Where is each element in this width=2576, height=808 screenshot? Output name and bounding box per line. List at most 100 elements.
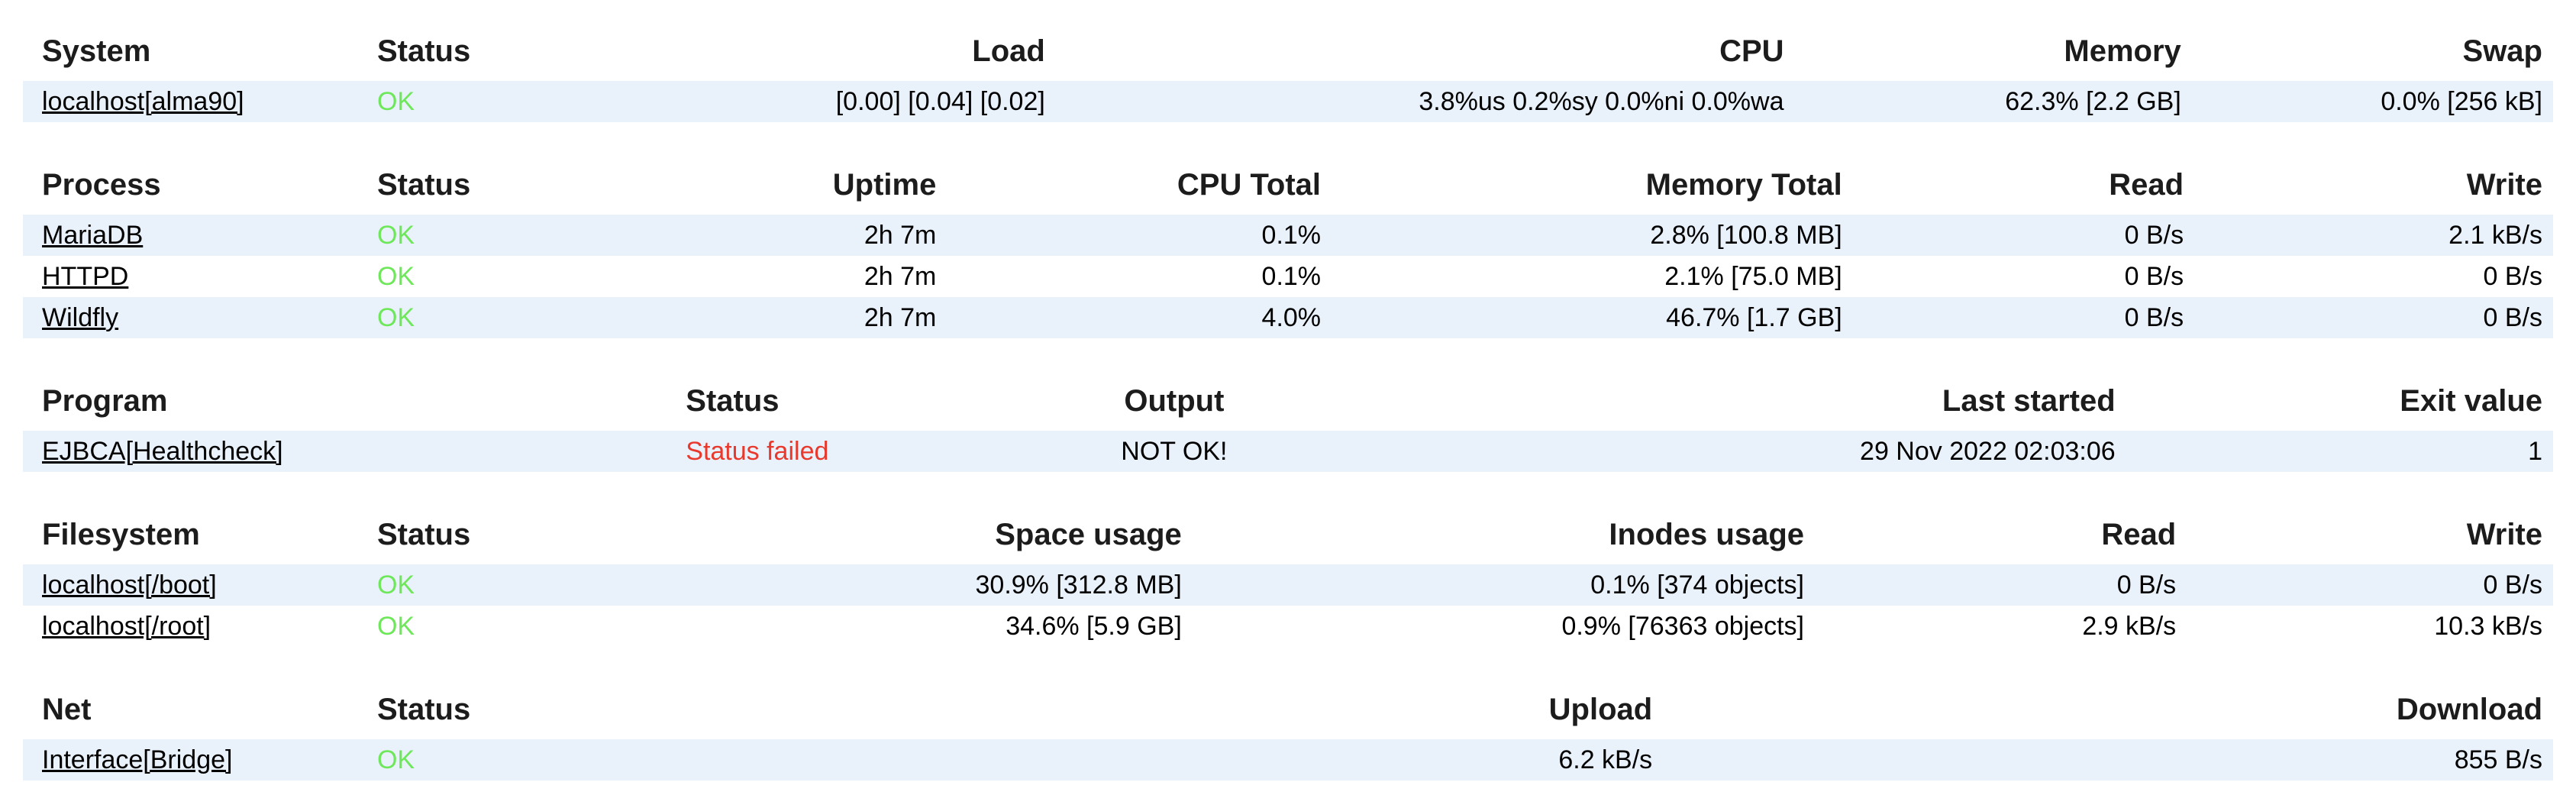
net-header-row: Net Status Upload Download <box>23 693 2553 739</box>
net-table: Net Status Upload Download Interface[Bri… <box>23 693 2553 781</box>
col-header-cpu: CPU <box>1719 34 1784 68</box>
col-header-cpu-total: CPU Total <box>1177 168 1322 202</box>
table-row: Wildfly OK 2h 7m 4.0% 46.7% [1.7 GB] 0 B… <box>23 297 2553 338</box>
status-badge: OK <box>376 220 415 250</box>
space-usage-value: 30.9% [312.8 MB] <box>975 570 1182 600</box>
service-link-interface-bridge[interactable]: Interface[Bridge] <box>42 745 233 774</box>
process-header-row: Process Status Uptime CPU Total Memory T… <box>23 168 2553 215</box>
col-header-output: Output <box>1124 384 1225 418</box>
col-header-memory: Memory <box>2064 34 2181 68</box>
cpu-total-value: 4.0% <box>1261 302 1322 332</box>
read-value: 0 B/s <box>2124 302 2184 332</box>
table-row: MariaDB OK 2h 7m 0.1% 2.8% [100.8 MB] 0 … <box>23 215 2553 256</box>
status-badge: OK <box>376 611 415 641</box>
net-table-section: Net Status Upload Download Interface[Bri… <box>23 693 2553 781</box>
cpu-total-value: 0.1% <box>1261 261 1322 291</box>
uptime-value: 2h 7m <box>864 261 937 291</box>
service-link-localhost-root[interactable]: localhost[/root] <box>42 611 211 641</box>
process-table: Process Status Uptime CPU Total Memory T… <box>23 168 2553 338</box>
space-usage-value: 34.6% [5.9 GB] <box>1006 611 1182 641</box>
cpu-value: 3.8%us 0.2%sy 0.0%ni 0.0%wa <box>1419 86 1784 116</box>
col-header-space-usage: Space usage <box>995 518 1182 551</box>
program-table: Program Status Output Last started Exit … <box>23 384 2553 472</box>
table-row: EJBCA[Healthcheck] Status failed NOT OK!… <box>23 431 2553 472</box>
program-header-row: Program Status Output Last started Exit … <box>23 384 2553 431</box>
col-header-write: Write <box>2466 518 2542 551</box>
write-value: 2.1 kB/s <box>2448 220 2542 250</box>
table-row: localhost[/boot] OK 30.9% [312.8 MB] 0.1… <box>23 564 2553 606</box>
col-header-read: Read <box>2109 168 2184 202</box>
status-badge: OK <box>376 86 415 116</box>
upload-value: 6.2 kB/s <box>1558 745 1653 774</box>
write-value: 0 B/s <box>2483 302 2542 332</box>
output-value: NOT OK! <box>1121 436 1228 466</box>
table-row: Interface[Bridge] OK 6.2 kB/s 855 B/s <box>23 739 2553 781</box>
col-header-system: System <box>42 34 151 68</box>
program-table-section: Program Status Output Last started Exit … <box>23 384 2553 472</box>
table-row: localhost[alma90] OK [0.00] [0.04] [0.02… <box>23 81 2553 122</box>
filesystem-header-row: Filesystem Status Space usage Inodes usa… <box>23 518 2553 564</box>
swap-value: 0.0% [256 kB] <box>2381 86 2542 116</box>
write-value: 0 B/s <box>2483 261 2542 291</box>
last-started-value: 29 Nov 2022 02:03:06 <box>1860 436 2116 466</box>
write-value: 10.3 kB/s <box>2434 611 2542 641</box>
col-header-memory-total: Memory Total <box>1645 168 1842 202</box>
monit-status-page: System Status Load CPU Memory Swap local… <box>23 34 2553 781</box>
write-value: 0 B/s <box>2483 570 2542 600</box>
memory-value: 62.3% [2.2 GB] <box>2005 86 2181 116</box>
exit-value: 1 <box>2528 436 2542 466</box>
col-header-program: Program <box>42 384 168 418</box>
col-header-read: Read <box>2101 518 2177 551</box>
col-header-status: Status <box>376 34 471 68</box>
service-link-httpd[interactable]: HTTPD <box>42 261 129 291</box>
table-row: HTTPD OK 2h 7m 0.1% 2.1% [75.0 MB] 0 B/s… <box>23 256 2553 297</box>
process-table-section: Process Status Uptime CPU Total Memory T… <box>23 168 2553 338</box>
col-header-status: Status <box>686 384 780 418</box>
service-link-localhost-boot[interactable]: localhost[/boot] <box>42 570 217 600</box>
col-header-swap: Swap <box>2462 34 2542 68</box>
read-value: 0 B/s <box>2124 220 2184 250</box>
inodes-usage-value: 0.1% [374 objects] <box>1590 570 1805 600</box>
filesystem-table: Filesystem Status Space usage Inodes usa… <box>23 518 2553 647</box>
system-table: System Status Load CPU Memory Swap local… <box>23 34 2553 122</box>
memory-total-value: 2.8% [100.8 MB] <box>1650 220 1842 250</box>
cpu-total-value: 0.1% <box>1261 220 1322 250</box>
download-value: 855 B/s <box>2454 745 2542 774</box>
service-link-wildfly[interactable]: Wildfly <box>42 302 119 332</box>
col-header-filesystem: Filesystem <box>42 518 200 551</box>
status-badge: OK <box>376 570 415 600</box>
uptime-value: 2h 7m <box>864 220 937 250</box>
load-value: [0.00] [0.04] [0.02] <box>835 86 1045 116</box>
read-value: 2.9 kB/s <box>2082 611 2177 641</box>
col-header-status: Status <box>376 168 471 202</box>
service-link-ejbca-healthcheck[interactable]: EJBCA[Healthcheck] <box>42 436 283 466</box>
read-value: 0 B/s <box>2124 261 2184 291</box>
system-table-section: System Status Load CPU Memory Swap local… <box>23 34 2553 122</box>
status-badge: OK <box>376 302 415 332</box>
col-header-exit-value: Exit value <box>2400 384 2542 418</box>
status-badge: OK <box>376 745 415 774</box>
service-link-mariadb[interactable]: MariaDB <box>42 220 144 250</box>
service-link-localhost-alma90[interactable]: localhost[alma90] <box>42 86 244 116</box>
col-header-status: Status <box>376 518 471 551</box>
read-value: 0 B/s <box>2116 570 2177 600</box>
table-row: localhost[/root] OK 34.6% [5.9 GB] 0.9% … <box>23 606 2553 647</box>
filesystem-table-section: Filesystem Status Space usage Inodes usa… <box>23 518 2553 647</box>
memory-total-value: 46.7% [1.7 GB] <box>1666 302 1842 332</box>
status-badge: OK <box>376 261 415 291</box>
col-header-load: Load <box>972 34 1045 68</box>
system-header-row: System Status Load CPU Memory Swap <box>23 34 2553 81</box>
col-header-upload: Upload <box>1548 693 1653 726</box>
col-header-inodes-usage: Inodes usage <box>1609 518 1805 551</box>
col-header-download: Download <box>2396 693 2542 726</box>
uptime-value: 2h 7m <box>864 302 937 332</box>
col-header-last-started: Last started <box>1942 384 2116 418</box>
col-header-status: Status <box>376 693 471 726</box>
memory-total-value: 2.1% [75.0 MB] <box>1664 261 1842 291</box>
status-badge: Status failed <box>686 436 829 466</box>
inodes-usage-value: 0.9% [76363 objects] <box>1561 611 1805 641</box>
col-header-process: Process <box>42 168 161 202</box>
col-header-net: Net <box>42 693 92 726</box>
col-header-write: Write <box>2466 168 2542 202</box>
col-header-uptime: Uptime <box>832 168 937 202</box>
